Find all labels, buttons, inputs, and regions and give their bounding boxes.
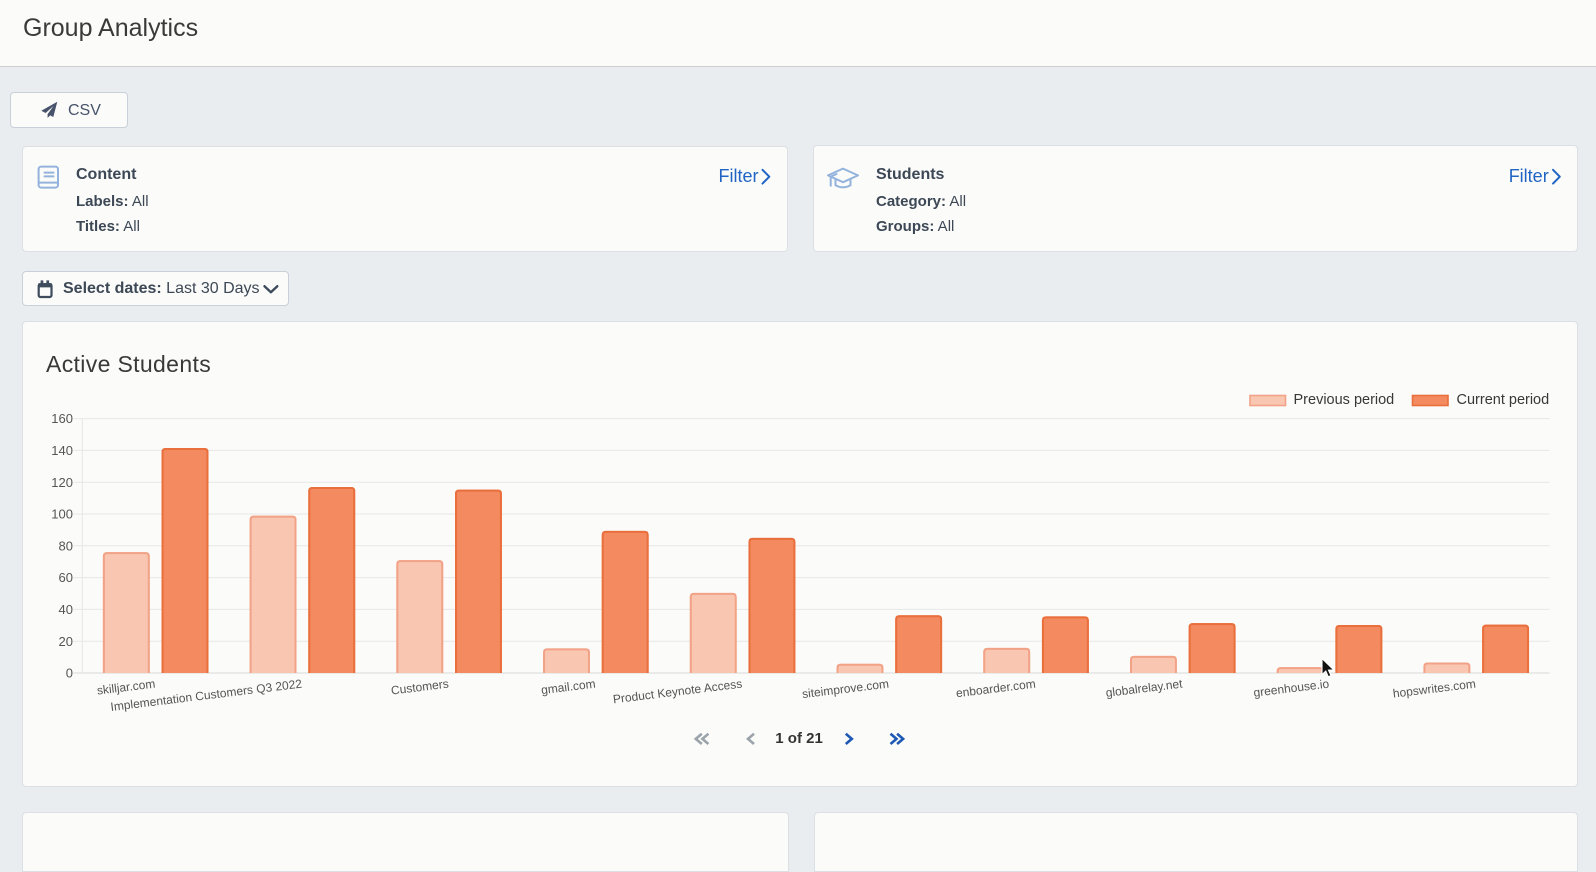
svg-text:100: 100 [51, 507, 73, 522]
svg-text:60: 60 [59, 570, 73, 585]
svg-text:skilljar.com: skilljar.com [96, 677, 156, 698]
svg-text:Product Keynote Access: Product Keynote Access [612, 677, 743, 707]
svg-text:enboarder.com: enboarder.com [955, 677, 1036, 701]
svg-text:40: 40 [59, 602, 73, 617]
svg-text:0: 0 [66, 666, 73, 681]
svg-text:greenhouse.io: greenhouse.io [1253, 677, 1331, 700]
svg-text:120: 120 [51, 475, 73, 490]
svg-text:80: 80 [59, 538, 73, 553]
svg-text:gmail.com: gmail.com [540, 677, 596, 698]
svg-text:140: 140 [51, 443, 73, 458]
svg-text:20: 20 [59, 634, 73, 649]
svg-text:siteimprove.com: siteimprove.com [801, 677, 889, 702]
svg-text:160: 160 [51, 411, 73, 426]
svg-text:globalrelay.net: globalrelay.net [1105, 677, 1184, 700]
svg-text:Customers: Customers [390, 677, 449, 698]
svg-text:hopswrites.com: hopswrites.com [1392, 677, 1476, 701]
